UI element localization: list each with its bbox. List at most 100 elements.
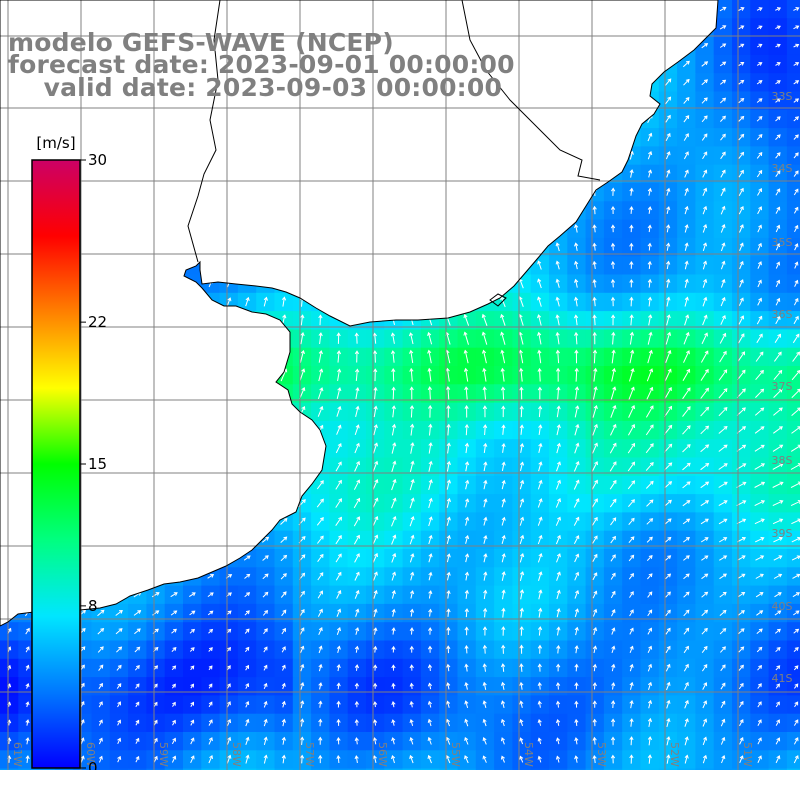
wave-arrow (700, 537, 709, 543)
wave-arrow (664, 78, 672, 86)
wave-arrow (500, 700, 506, 709)
wave-arrow (794, 683, 799, 689)
wave-arrow (573, 516, 580, 526)
field-cell (36, 768, 56, 770)
wave-arrow (446, 534, 451, 545)
wave-arrow (483, 553, 488, 563)
wave-arrow (427, 664, 433, 671)
wave-arrow (281, 296, 287, 307)
wave-arrow (593, 367, 598, 382)
wave-arrow (793, 43, 800, 48)
wave-arrow (500, 313, 506, 326)
wave-arrow (738, 43, 745, 48)
wave-arrow (592, 736, 597, 745)
wave-arrow (700, 444, 710, 453)
wave-arrow (335, 553, 342, 563)
wave-arrow (665, 663, 671, 672)
wave-arrow (336, 718, 341, 726)
wave-arrow (719, 61, 727, 67)
wave-arrow (663, 424, 673, 435)
wave-arrow (519, 607, 524, 618)
field-cell (750, 768, 770, 770)
wave-arrow (664, 518, 672, 525)
wave-arrow (592, 608, 598, 617)
field-cell (786, 640, 800, 660)
wave-arrow (720, 682, 726, 690)
wave-arrow (574, 331, 579, 345)
wave-arrow (537, 737, 542, 745)
wave-arrow (555, 682, 561, 690)
wave-arrow (519, 589, 525, 600)
wave-arrow (519, 663, 524, 672)
wave-arrow (537, 663, 542, 672)
wave-arrow (721, 755, 726, 764)
wave-arrow (793, 755, 799, 764)
wave-arrow (574, 242, 579, 251)
wave-arrow (793, 647, 799, 652)
wave-arrow (718, 407, 728, 417)
wave-arrow (739, 718, 744, 727)
wave-arrow (207, 610, 214, 616)
wave-arrow (537, 260, 542, 270)
wave-arrow (555, 737, 561, 745)
wave-arrow (445, 736, 451, 745)
wave-arrow (755, 369, 764, 381)
wave-arrow (645, 443, 654, 454)
wave-arrow (482, 718, 487, 727)
wave-arrow (244, 592, 251, 598)
wave-arrow (775, 134, 781, 140)
wave-arrow (189, 610, 196, 616)
wave-arrow (755, 573, 764, 579)
colorbar-tick-label: 15 (88, 455, 107, 473)
wave-arrow (666, 242, 671, 251)
wave-arrow (737, 610, 745, 616)
wave-arrow (281, 718, 286, 727)
wave-arrow (245, 682, 250, 689)
wave-arrow (97, 627, 105, 635)
wave-arrow (629, 627, 634, 635)
colorbar-ticks: 30 22 15 8 0 (80, 151, 107, 777)
field-cell (549, 768, 568, 770)
field-cell (494, 768, 513, 770)
wave-arrow (280, 536, 288, 543)
wave-arrow (519, 700, 524, 708)
wave-arrow (719, 79, 727, 85)
latitude-label: 35S (772, 236, 793, 249)
colorbar-tick-label: 30 (88, 151, 107, 169)
wave-arrow (500, 663, 506, 672)
wave-arrow (226, 297, 232, 306)
wave-arrow (682, 60, 690, 68)
wave-arrow (317, 572, 324, 581)
wave-arrow (666, 224, 671, 233)
field-cell (292, 768, 312, 770)
wave-arrow (519, 386, 524, 400)
latitude-label: 36S (772, 308, 793, 321)
wave-arrow (170, 610, 178, 616)
wave-arrow (592, 205, 597, 215)
wave-arrow (645, 405, 654, 418)
wave-arrow (501, 516, 506, 526)
latitude-label: 40S (772, 600, 793, 613)
wave-arrow (391, 405, 396, 418)
wave-arrow (701, 573, 709, 580)
wave-arrow (372, 719, 378, 726)
wave-arrow (629, 754, 634, 764)
wave-arrow (428, 442, 433, 454)
wave-arrow (754, 536, 765, 543)
wave-arrow (208, 628, 214, 634)
wave-arrow (718, 426, 728, 434)
wave-arrow (610, 296, 616, 307)
wave-arrow (629, 260, 634, 269)
wave-arrow (410, 571, 415, 581)
wave-arrow (464, 442, 470, 454)
wave-arrow (299, 350, 305, 363)
wave-arrow (134, 646, 141, 653)
field-cell (786, 201, 800, 221)
title-model: modelo GEFS-WAVE (NCEP) (8, 28, 394, 57)
wave-arrow (226, 736, 232, 745)
wave-arrow (555, 296, 560, 307)
wave-arrow (738, 187, 744, 196)
wave-arrow (610, 187, 616, 196)
wave-arrow (483, 516, 488, 526)
wave-arrow (739, 260, 744, 270)
